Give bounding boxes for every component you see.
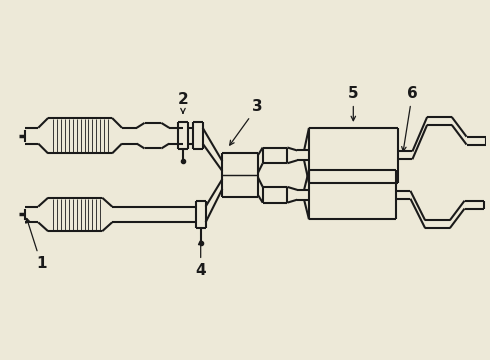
Text: 4: 4: [196, 240, 206, 278]
Text: 2: 2: [177, 92, 188, 113]
Text: 3: 3: [230, 99, 263, 145]
Text: 1: 1: [26, 219, 47, 271]
Text: 5: 5: [348, 86, 359, 121]
Text: 6: 6: [402, 86, 418, 151]
